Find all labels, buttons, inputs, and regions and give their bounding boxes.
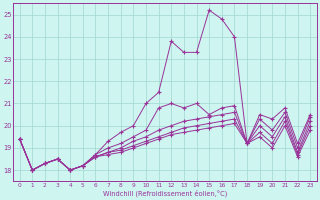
X-axis label: Windchill (Refroidissement éolien,°C): Windchill (Refroidissement éolien,°C)	[103, 189, 227, 197]
